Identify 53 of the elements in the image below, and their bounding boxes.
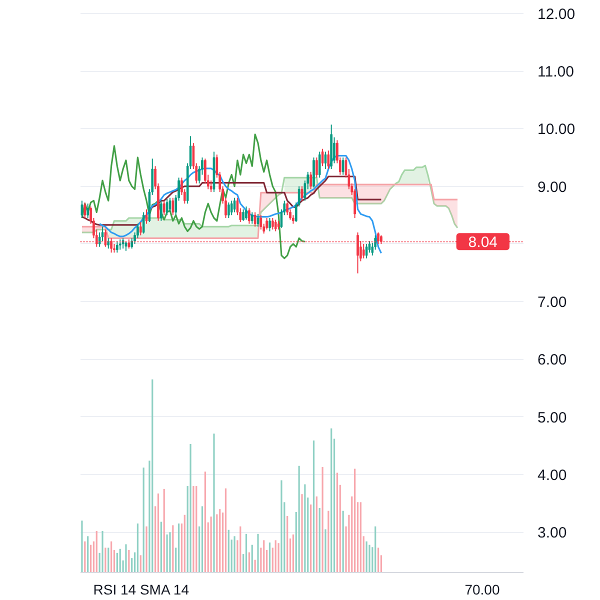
y-tick-label: 4.00 — [538, 467, 567, 484]
candlestick — [124, 240, 128, 252]
candlestick — [254, 212, 256, 228]
candlestick — [272, 218, 274, 230]
candlestick — [162, 200, 166, 216]
candlestick — [362, 243, 365, 259]
candlestick — [365, 243, 368, 259]
candlestick — [122, 238, 124, 250]
candlestick — [310, 171, 312, 190]
candlestick — [233, 197, 236, 213]
candlestick — [245, 206, 248, 220]
text: RSI 14 SMA 14 — [93, 582, 190, 598]
candlestick — [86, 203, 89, 219]
candlestick — [268, 218, 271, 232]
candlestick — [318, 151, 321, 178]
candlestick — [333, 136, 336, 164]
candlestick — [286, 202, 288, 216]
candlestick — [248, 208, 250, 224]
candlestick — [327, 150, 330, 170]
y-tick-label: 7.00 — [538, 294, 567, 312]
candlestick — [139, 222, 142, 236]
candlestick — [321, 148, 324, 167]
candlestick — [80, 200, 84, 219]
candlestick — [316, 156, 318, 178]
y-tick-label: 12.00 — [538, 6, 576, 23]
candlestick — [116, 240, 118, 254]
y-tick-label: 3.00 — [538, 524, 567, 542]
y-tick-label: 9.00 — [538, 178, 567, 196]
candlestick — [142, 212, 145, 234]
candlestick — [166, 198, 168, 216]
candlestick — [230, 200, 233, 216]
candlestick — [324, 151, 327, 170]
y-tick-label: 6.00 — [538, 352, 567, 369]
y-tick-label: 10.00 — [538, 121, 576, 138]
y-tick-label: 11.00 — [538, 64, 574, 81]
line-series — [81, 134, 306, 260]
candlestick — [227, 202, 230, 219]
candlestick — [242, 208, 244, 222]
candlestick — [160, 200, 162, 222]
candlestick — [256, 213, 260, 228]
candlestick — [172, 197, 174, 216]
candlestick — [266, 218, 268, 230]
y-tick-label: 5.00 — [538, 409, 567, 426]
candlestick — [342, 156, 344, 176]
ref-line-label: 8.04 — [468, 234, 498, 252]
text: 70.00 — [464, 582, 500, 598]
candlestick — [84, 202, 86, 219]
candlestick — [168, 197, 172, 213]
candlestick — [260, 214, 262, 230]
candlestick — [274, 219, 277, 232]
candlestick — [118, 238, 122, 250]
candlestick — [107, 238, 110, 250]
candlestick — [250, 212, 254, 224]
